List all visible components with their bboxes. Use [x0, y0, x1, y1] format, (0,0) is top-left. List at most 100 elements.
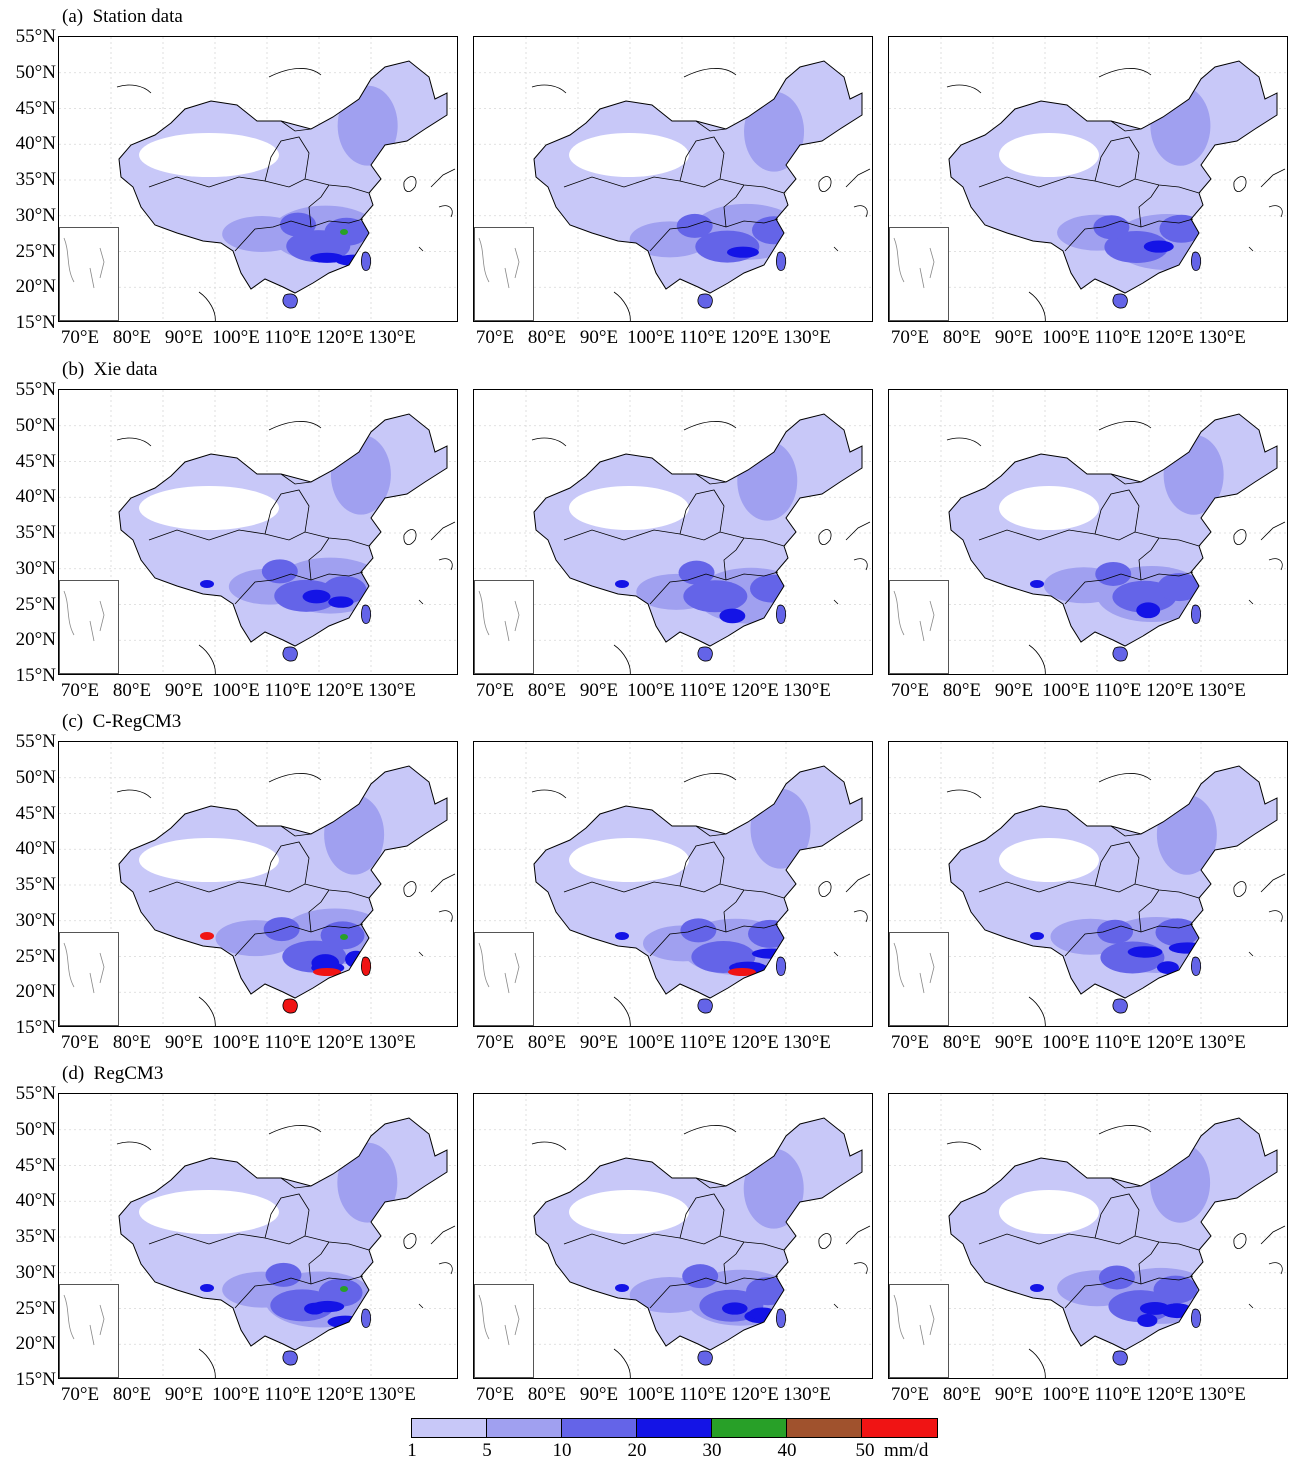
precip-contour — [328, 596, 354, 608]
taiwan-island — [361, 604, 371, 624]
latitude-tick-label: 50°N — [15, 414, 56, 436]
longitude-tick-label: 70°E — [475, 1032, 515, 1053]
longitude-tick-label: 130°E — [1198, 327, 1246, 348]
boundary-line — [430, 168, 456, 188]
longitude-tick-label: 110°E — [679, 1032, 727, 1053]
longitude-tick-label: 70°E — [60, 327, 100, 348]
precip-contour — [337, 85, 398, 166]
boundary-line — [198, 996, 216, 1026]
taiwan-island — [361, 956, 371, 976]
colorbar-swatch-2 — [487, 1419, 562, 1437]
boundary-line — [1233, 176, 1247, 192]
boundary-line — [695, 120, 727, 132]
longitude-tick-label: 90°E — [164, 1032, 204, 1053]
longitude-tick-label: 80°E — [942, 327, 982, 348]
hainan-island — [697, 1350, 713, 1366]
boundary-line — [208, 881, 370, 899]
precip-contour — [1095, 561, 1132, 586]
longitude-tick-label: 120°E — [316, 680, 364, 701]
south-china-sea-inset — [889, 227, 949, 321]
boundary-line — [833, 599, 839, 605]
longitude-tick-label: 120°E — [731, 1384, 779, 1405]
boundary-line — [1064, 571, 1194, 605]
boundary-line — [1260, 168, 1286, 188]
precip-contour — [680, 918, 717, 943]
boundary-line — [1094, 841, 1140, 887]
map-panel — [58, 389, 458, 675]
precip-contour — [1030, 1284, 1044, 1292]
latitude-tick-label: 15°N — [15, 312, 56, 333]
boundary-line — [649, 1275, 779, 1309]
colorbar-swatch-3 — [562, 1419, 637, 1437]
longitude-tick-label: 110°E — [679, 327, 727, 348]
boundary-line — [1248, 1303, 1254, 1309]
precip-contour — [1143, 240, 1174, 253]
boundary-line — [531, 789, 567, 799]
boundary-line — [723, 1241, 745, 1285]
boundary-line — [613, 291, 631, 321]
boundary-line — [1138, 1241, 1160, 1285]
boundary-line — [403, 176, 417, 192]
longitude-tick-label: 80°E — [112, 1032, 152, 1053]
longitude-tick-label: 70°E — [475, 327, 515, 348]
longitude-tick-label: 80°E — [942, 680, 982, 701]
precipitation-field — [949, 414, 1277, 646]
precip-contour — [629, 1276, 710, 1313]
precip-contour — [280, 212, 317, 237]
colorbar — [411, 1418, 938, 1438]
boundary-line — [1260, 1225, 1286, 1245]
boundary-line — [208, 176, 370, 194]
latitude-tick-label: 20°N — [15, 276, 56, 298]
longitude-tick-label: 70°E — [890, 327, 930, 348]
precip-contour — [1157, 961, 1179, 974]
boundary-line — [853, 1262, 868, 1275]
precip-contour — [744, 91, 805, 172]
boundary-line — [1064, 923, 1194, 957]
longitude-tick-label: 80°E — [112, 680, 152, 701]
precip-contour — [1139, 1301, 1170, 1315]
latitude-tick-label: 40°N — [15, 838, 56, 860]
longitude-tick-label: 70°E — [60, 1032, 100, 1053]
longitude-tick-label: 110°E — [1094, 680, 1142, 701]
boundary-line — [1064, 1275, 1194, 1309]
boundary-line — [1038, 1233, 1200, 1251]
row-title: (c) C-RegCM3 — [62, 711, 182, 732]
boundary-line — [418, 1303, 424, 1309]
longitude-tick-label: 100°E — [212, 327, 260, 348]
country-border — [118, 60, 448, 294]
hainan-island — [1112, 1350, 1128, 1366]
hainan-island — [697, 646, 713, 662]
precipitation-map — [59, 742, 457, 1026]
precipitation-field — [119, 414, 447, 646]
longitude-tick-label: 110°E — [264, 1032, 312, 1053]
latitude-tick-label: 15°N — [15, 1369, 56, 1390]
boundary-line — [723, 537, 745, 581]
latitude-tick-label: 15°N — [15, 665, 56, 686]
latitude-tick-label: 55°N — [15, 379, 56, 400]
boundary-line — [280, 473, 312, 485]
boundary-line — [1233, 1233, 1247, 1249]
longitude-tick-label: 90°E — [579, 327, 619, 348]
longitude-tick-label: 100°E — [627, 1032, 675, 1053]
map-panel — [888, 36, 1288, 322]
boundary-line — [723, 184, 745, 228]
boundary-line — [695, 825, 727, 837]
latitude-tick-label: 35°N — [15, 522, 56, 543]
country-border — [533, 60, 863, 294]
longitude-tick-label: 80°E — [942, 1032, 982, 1053]
longitude-tick-label: 120°E — [1146, 1032, 1194, 1053]
boundary-line — [1110, 120, 1142, 132]
boundary-line — [1110, 825, 1142, 837]
precip-contour — [678, 560, 715, 585]
latitude-tick-label: 40°N — [15, 486, 56, 508]
row-title: (a) Station data — [62, 6, 183, 27]
boundary-line — [1268, 558, 1283, 571]
longitude-tick-label: 90°E — [994, 1032, 1034, 1053]
longitude-tick-label: 90°E — [994, 1384, 1034, 1405]
taiwan-island — [1191, 1308, 1201, 1328]
hainan-island — [1112, 998, 1128, 1014]
boundary-line — [1028, 996, 1046, 1026]
colorbar-swatch-7 — [862, 1419, 937, 1437]
precip-contour — [324, 794, 385, 875]
country-border — [948, 1117, 1278, 1351]
